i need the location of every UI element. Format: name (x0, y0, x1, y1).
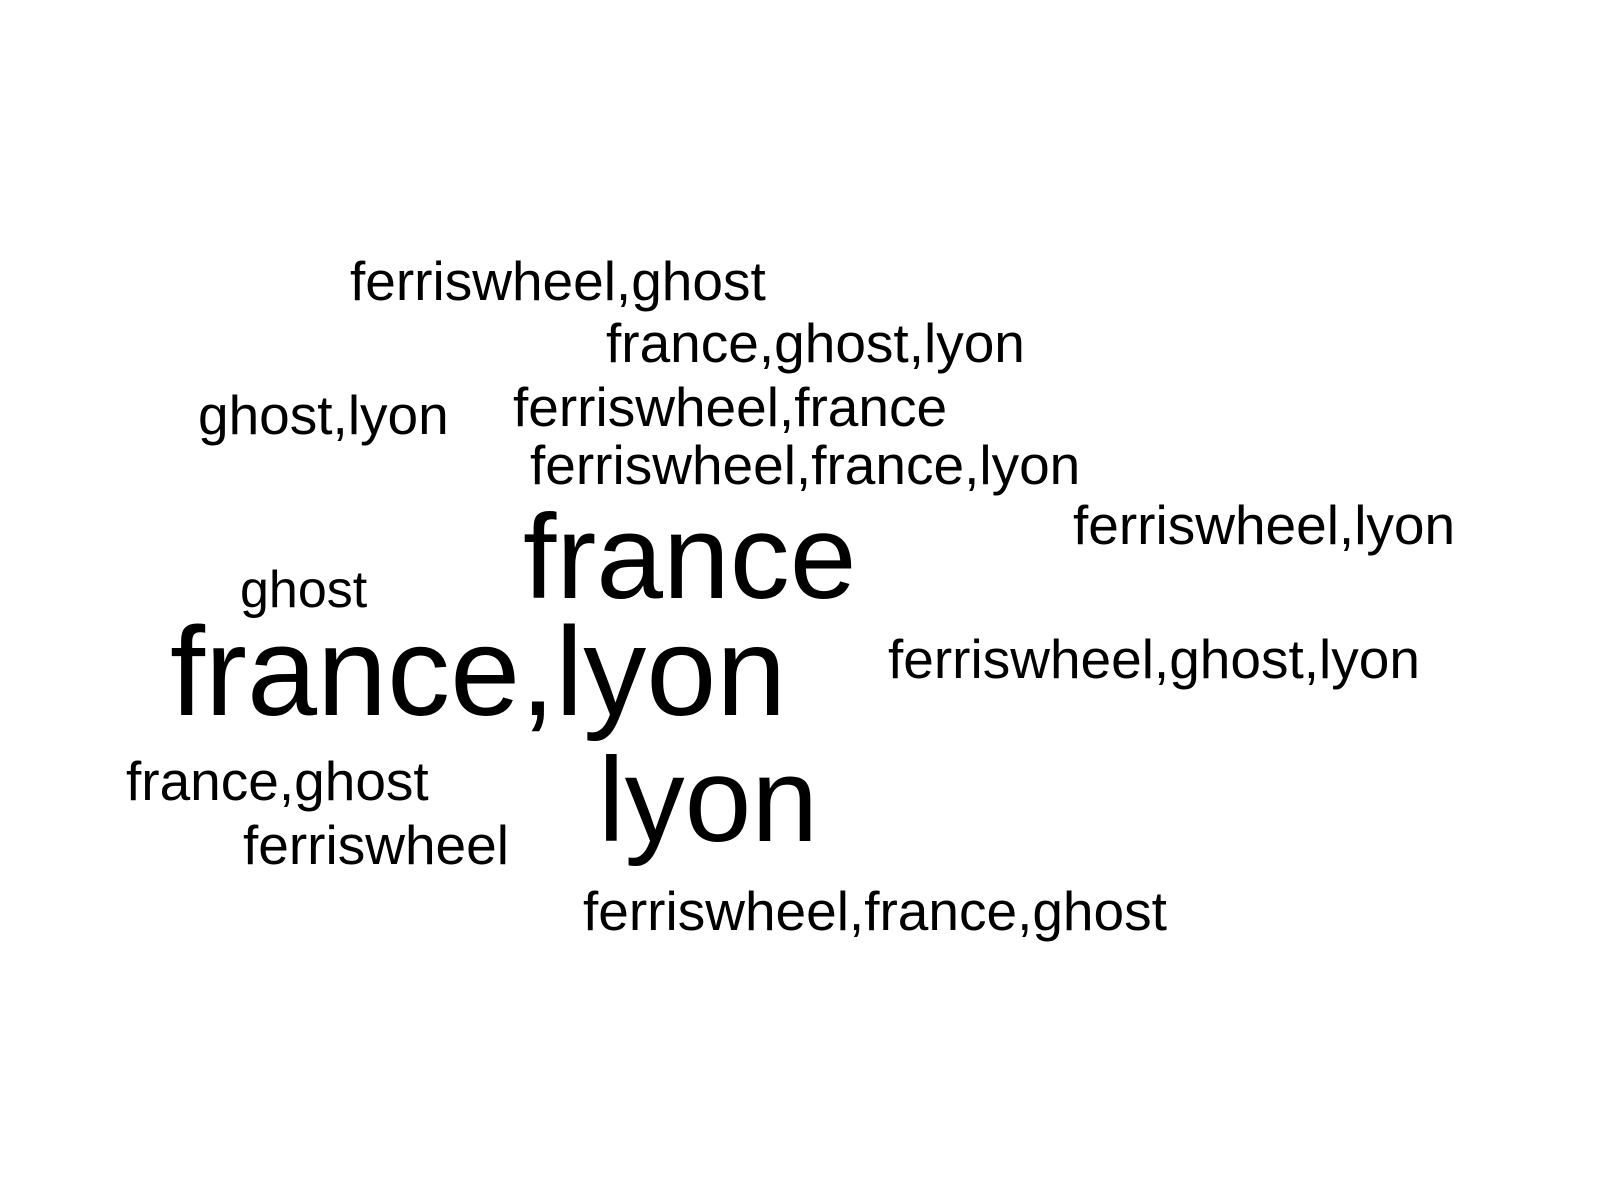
word-ferriswheel-ghost: ferriswheel,ghost (350, 250, 766, 312)
word-ferriswheel-france-lyon: ferriswheel,france,lyon (530, 434, 1081, 496)
word-france-lyon: france,lyon (170, 601, 787, 742)
word-france: france (523, 490, 857, 624)
word-ferriswheel-france: ferriswheel,france (513, 376, 948, 438)
word-france-ghost-lyon: france,ghost,lyon (606, 312, 1025, 374)
word-ferriswheel-france-ghost: ferriswheel,france,ghost (583, 880, 1167, 942)
word-ghost: ghost (240, 561, 368, 619)
word-ferriswheel-ghost-lyon: ferriswheel,ghost,lyon (888, 628, 1420, 690)
word-ghost-lyon: ghost,lyon (198, 384, 449, 446)
word-ferriswheel-lyon: ferriswheel,lyon (1073, 494, 1456, 556)
word-france-ghost: france,ghost (126, 750, 429, 812)
word-ferriswheel: ferriswheel (243, 814, 509, 876)
word-lyon: lyon (598, 733, 819, 867)
